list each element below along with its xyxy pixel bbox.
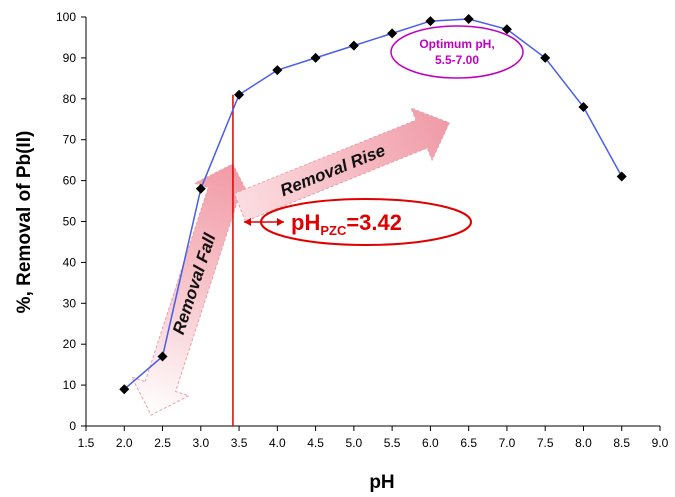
x-tick-label: 3.0 <box>192 436 209 450</box>
pzc-arrowhead-right <box>277 218 284 226</box>
x-tick-label: 3.5 <box>231 436 248 450</box>
data-point <box>272 65 283 76</box>
y-tick-label: 30 <box>63 296 77 310</box>
y-tick-label: 80 <box>63 92 77 106</box>
pzc-arrowhead-left <box>244 218 251 226</box>
y-axis-title: %, Removal of Pb(II) <box>14 131 35 314</box>
x-tick-label: 2.0 <box>116 436 133 450</box>
y-tick-label: 20 <box>63 337 77 351</box>
y-tick-label: 90 <box>63 51 77 65</box>
y-tick-label: 60 <box>63 174 77 188</box>
data-point <box>310 52 321 63</box>
plot-area <box>119 14 627 426</box>
data-point <box>348 40 359 51</box>
x-tick-label: 5.0 <box>346 436 363 450</box>
x-tick-label: 4.0 <box>269 436 286 450</box>
axes: 0 10 20 30 40 50 60 70 80 90 100 1.5 2.0 2.5 3.0 3.5 4.0… <box>56 10 669 450</box>
y-tick-label: 100 <box>56 10 76 24</box>
y-tick-label: 70 <box>63 133 77 147</box>
x-tick-label: 2.5 <box>154 436 171 450</box>
y-tick-label: 50 <box>63 215 77 229</box>
optimum-line1: Optimum pH, <box>419 37 494 51</box>
x-tick-label: 9.0 <box>652 436 669 450</box>
removal-rise-arrow: Removal Rise <box>233 107 451 223</box>
x-tick-label: 8.0 <box>575 436 592 450</box>
annotation-layer: Removal Fall Removal Rise <box>130 107 451 416</box>
data-point <box>540 52 551 63</box>
y-tick-label: 0 <box>69 419 76 433</box>
x-tick-label: 1.5 <box>78 436 95 450</box>
data-point <box>501 24 512 35</box>
pzc-subscript: PZC <box>320 223 347 238</box>
optimum-ellipse <box>390 25 524 79</box>
data-point <box>387 28 398 39</box>
optimum-annotation: Optimum pH, 5.5-7.00 <box>390 25 524 79</box>
optimum-line2: 5.5-7.00 <box>435 53 479 67</box>
data-point <box>616 171 627 182</box>
data-point <box>234 89 245 100</box>
data-point <box>425 16 436 27</box>
y-tick-label: 40 <box>63 255 77 269</box>
pzc-suffix: =3.42 <box>346 210 402 235</box>
pzc-annotation: pHPZC=3.42 <box>244 198 472 246</box>
x-tick-label: 4.5 <box>307 436 324 450</box>
x-tick-label: 6.0 <box>422 436 439 450</box>
x-tick-label: 5.5 <box>384 436 401 450</box>
x-tick-label: 7.5 <box>537 436 554 450</box>
x-tick-label: 6.5 <box>460 436 477 450</box>
series-line <box>123 18 623 390</box>
data-point <box>463 14 474 25</box>
x-tick-label: 8.5 <box>613 436 630 450</box>
pzc-prefix: pH <box>291 210 320 235</box>
y-tick-label: 10 <box>63 378 77 392</box>
data-point <box>119 384 130 395</box>
data-point <box>195 183 206 194</box>
data-point <box>157 351 168 362</box>
data-point <box>578 101 589 112</box>
x-axis-title: pH <box>369 472 394 493</box>
x-tick-label: 7.0 <box>499 436 516 450</box>
pzc-label: pHPZC=3.42 <box>291 210 402 238</box>
